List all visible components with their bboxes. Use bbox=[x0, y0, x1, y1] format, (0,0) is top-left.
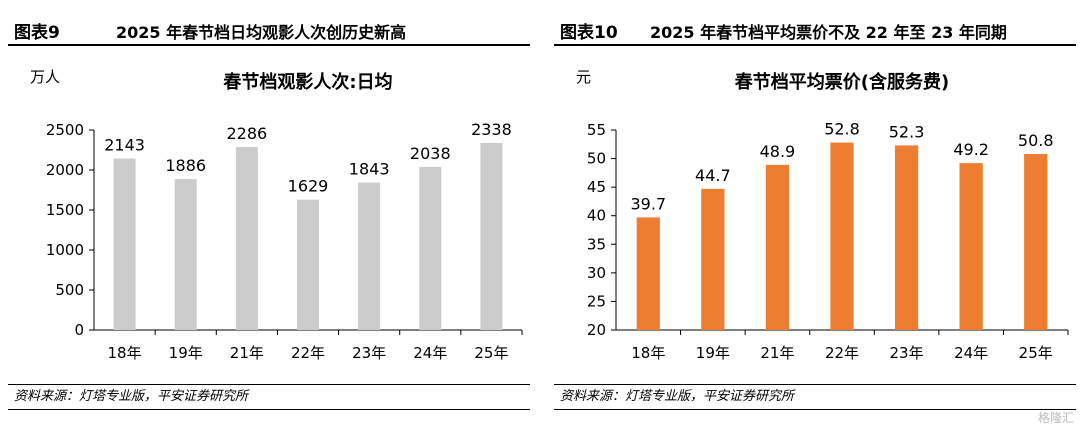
y-tick-label: 50 bbox=[587, 150, 606, 168]
bar bbox=[419, 166, 442, 330]
y-axis-unit: 万人 bbox=[30, 68, 60, 86]
watermark-logo: 格隆汇 bbox=[1037, 411, 1074, 425]
source-note: 资料来源：灯塔专业版，平安证券研究所 bbox=[554, 384, 1076, 410]
bar bbox=[701, 188, 725, 330]
x-tick-label: 18年 bbox=[108, 344, 142, 362]
x-tick-label: 19年 bbox=[696, 344, 730, 362]
figure-10-panel: 图表10 2025 年春节档平均票价不及 22 年至 23 年同期 春节档平均票… bbox=[546, 0, 1076, 432]
x-tick-label: 21年 bbox=[230, 344, 264, 362]
bar bbox=[480, 142, 503, 330]
x-tick-label: 19年 bbox=[169, 344, 203, 362]
y-tick-label: 40 bbox=[587, 207, 606, 225]
bar bbox=[959, 163, 983, 330]
data-label: 2143 bbox=[104, 136, 145, 155]
y-axis-unit: 元 bbox=[576, 68, 591, 86]
data-label: 2286 bbox=[226, 124, 267, 143]
data-label: 2038 bbox=[410, 144, 451, 163]
chart-title: 春节档平均票价(含服务费) bbox=[735, 71, 949, 93]
data-label: 2338 bbox=[471, 120, 512, 139]
figure-title: 2025 年春节档日均观影人次创历史新高 bbox=[116, 23, 407, 42]
y-tick-label: 35 bbox=[587, 235, 606, 253]
data-label: 52.3 bbox=[889, 122, 925, 141]
figure-number: 图表9 bbox=[14, 23, 60, 43]
data-label: 44.7 bbox=[695, 166, 731, 185]
x-tick-label: 23年 bbox=[890, 344, 924, 362]
data-label: 49.2 bbox=[953, 140, 989, 159]
x-tick-label: 22年 bbox=[291, 344, 325, 362]
bar bbox=[765, 164, 790, 330]
data-label: 52.8 bbox=[824, 120, 860, 139]
y-tick-label: 1500 bbox=[46, 201, 84, 219]
bar bbox=[1024, 154, 1048, 330]
y-tick-label: 0 bbox=[74, 321, 84, 339]
x-tick-label: 25年 bbox=[1019, 344, 1053, 362]
chart-daily-attendance: 春节档观影人次:日均 万人 0 500 1000 1500 2000 2500 2143 18年 1… bbox=[30, 68, 523, 362]
chart-title: 春节档观影人次:日均 bbox=[223, 71, 392, 93]
bar bbox=[174, 179, 197, 330]
data-label: 50.8 bbox=[1018, 131, 1054, 150]
x-tick-label: 22年 bbox=[825, 344, 859, 362]
figure-number: 图表10 bbox=[560, 23, 618, 43]
y-tick-label: 500 bbox=[55, 281, 84, 299]
bar bbox=[358, 182, 381, 330]
figure-header: 图表10 2025 年春节档平均票价不及 22 年至 23 年同期 bbox=[554, 14, 1076, 46]
bar bbox=[235, 147, 258, 330]
y-tick-label: 2000 bbox=[46, 161, 84, 179]
bar bbox=[636, 217, 660, 330]
bar bbox=[113, 158, 136, 330]
x-tick-label: 23年 bbox=[352, 344, 386, 362]
data-label: 1629 bbox=[288, 177, 329, 196]
y-tick-label: 20 bbox=[587, 321, 606, 339]
figure-title: 2025 年春节档平均票价不及 22 年至 23 年同期 bbox=[650, 23, 1007, 42]
data-label: 48.9 bbox=[760, 142, 796, 161]
figure-header: 图表9 2025 年春节档日均观影人次创历史新高 bbox=[8, 14, 530, 46]
figure-9-panel: 图表9 2025 年春节档日均观影人次创历史新高 春节档观影人次:日均 万人 0 50… bbox=[0, 0, 530, 432]
y-tick-label: 55 bbox=[587, 121, 606, 139]
data-label: 39.7 bbox=[630, 194, 666, 213]
chart-average-ticket-price: 春节档平均票价(含服务费) 元 20 25 30 35 40 45 50 55 39.7 18年 44.… bbox=[576, 68, 1069, 362]
x-tick-label: 25年 bbox=[474, 344, 508, 362]
y-tick-label: 2500 bbox=[46, 121, 84, 139]
x-tick-label: 24年 bbox=[954, 344, 988, 362]
bar bbox=[830, 142, 854, 330]
x-tick-label: 18年 bbox=[631, 344, 665, 362]
bar bbox=[894, 145, 919, 330]
data-label: 1886 bbox=[165, 156, 206, 175]
y-tick-label: 25 bbox=[587, 292, 606, 310]
y-tick-label: 30 bbox=[587, 264, 606, 282]
source-note: 资料来源：灯塔专业版，平安证券研究所 bbox=[8, 384, 530, 410]
x-tick-label: 21年 bbox=[760, 344, 794, 362]
bar bbox=[296, 199, 320, 330]
y-tick-label: 1000 bbox=[46, 241, 84, 259]
y-tick-label: 45 bbox=[587, 178, 606, 196]
data-label: 1843 bbox=[349, 160, 390, 179]
x-tick-label: 24年 bbox=[413, 344, 447, 362]
